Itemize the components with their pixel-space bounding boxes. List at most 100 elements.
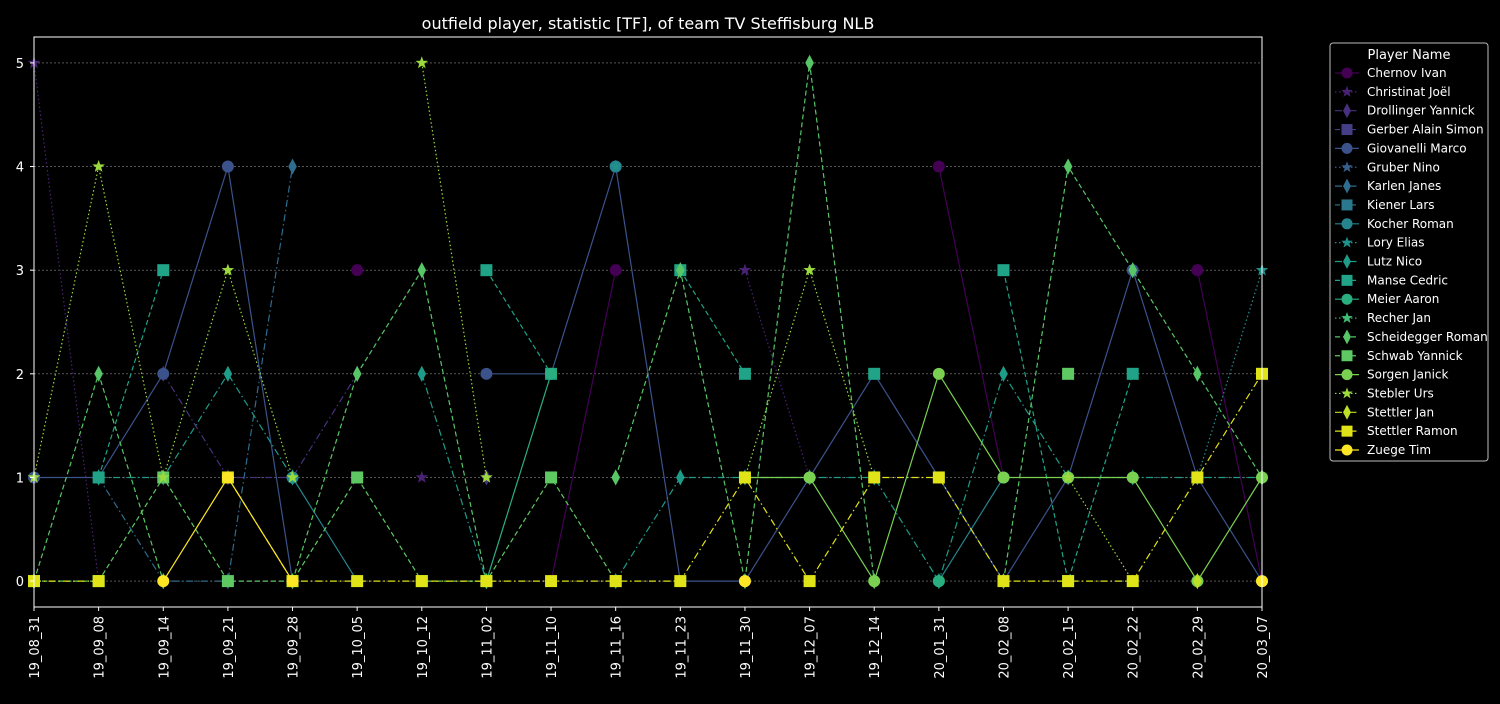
x-tick-label: 20_02_22	[1127, 616, 1142, 679]
data-point	[1191, 471, 1204, 484]
data-point	[286, 575, 299, 588]
data-point	[351, 471, 364, 484]
x-tick-label: 19_09_08	[93, 616, 108, 679]
data-point	[1341, 369, 1353, 381]
legend-label: Scheidegger Roman	[1367, 330, 1488, 344]
grid-layer	[34, 62, 1262, 582]
data-point	[480, 264, 493, 277]
series	[27, 56, 816, 587]
legend-label: Meier Aaron	[1367, 292, 1439, 306]
legend-label: Kiener Lars	[1367, 198, 1435, 212]
data-point	[1061, 470, 1075, 483]
data-point	[223, 365, 233, 382]
series-line	[1196, 270, 1263, 582]
series-line	[615, 62, 875, 582]
legend-label: Zuege Tim	[1367, 443, 1431, 457]
legend-label: Giovanelli Marco	[1367, 141, 1467, 155]
series-line	[98, 372, 294, 479]
data-point	[1191, 264, 1204, 277]
data-point	[1343, 254, 1351, 269]
x-tick-label: 19_08_31	[28, 616, 43, 679]
data-point	[1193, 572, 1202, 590]
series-line	[162, 373, 358, 479]
data-point	[1341, 85, 1353, 97]
data-point	[868, 575, 881, 588]
data-point	[157, 575, 170, 588]
legend-label: Lory Elias	[1367, 236, 1425, 250]
data-point	[611, 469, 621, 486]
data-point	[94, 365, 103, 382]
legend-label: Manse Cedric	[1367, 273, 1448, 287]
data-point	[1193, 365, 1202, 382]
y-tick-label: 2	[16, 368, 24, 383]
x-tick-label: 19_11_10	[545, 616, 560, 679]
data-point	[1341, 142, 1353, 154]
x-tick-label: 19_09_21	[222, 616, 237, 679]
x-tick-label: 19_11_02	[480, 616, 495, 679]
data-point	[1341, 67, 1353, 79]
data-point	[1343, 178, 1351, 194]
legend-label: Kocher Roman	[1367, 217, 1454, 231]
data-point	[997, 471, 1010, 484]
data-point	[1341, 425, 1353, 437]
data-point	[609, 575, 622, 588]
data-point	[1341, 444, 1353, 456]
y-tick-label: 4	[16, 161, 24, 176]
data-point	[997, 575, 1010, 588]
data-point	[738, 263, 752, 276]
x-tick-label: 19_09_28	[287, 616, 302, 679]
data-point	[1341, 350, 1353, 362]
data-point	[932, 367, 945, 380]
series	[158, 365, 491, 486]
data-point	[415, 470, 429, 483]
series-line	[485, 373, 552, 582]
series-line	[1067, 477, 1134, 582]
legend-label: Stebler Urs	[1367, 386, 1434, 400]
data-point	[480, 470, 493, 483]
legend-label: Gerber Alain Simon	[1367, 123, 1484, 137]
x-tick-label: 20_02_08	[997, 616, 1012, 679]
legend-label: Drollinger Yannick	[1367, 104, 1475, 118]
data-point	[221, 263, 235, 276]
series	[92, 264, 1139, 588]
data-point	[1343, 404, 1351, 420]
series-line	[485, 269, 552, 375]
data-point	[286, 470, 299, 483]
data-point	[221, 575, 234, 588]
series-line	[1196, 270, 1263, 478]
series	[609, 159, 1269, 483]
series-line	[98, 270, 164, 478]
series-line	[550, 270, 617, 582]
data-point	[1126, 367, 1139, 380]
series-line	[227, 373, 1263, 583]
legend-label: Stettler Jan	[1367, 405, 1434, 419]
series	[1193, 572, 1202, 590]
data-point	[1341, 293, 1353, 305]
data-point	[92, 471, 105, 484]
data-point	[352, 365, 362, 382]
data-point	[480, 367, 493, 380]
legend: Player Name Chernov Ivan Christinat Joël D…	[1329, 42, 1489, 462]
data-point	[1341, 312, 1353, 323]
data-point	[545, 367, 558, 380]
data-point	[92, 575, 105, 588]
data-point	[675, 469, 685, 486]
series-line	[34, 476, 617, 582]
x-tick-label: 19_10_05	[351, 616, 366, 679]
data-point	[932, 471, 945, 484]
x-tick-label: 19_10_12	[416, 616, 431, 679]
data-point	[999, 365, 1008, 382]
data-point	[738, 471, 751, 484]
data-point	[417, 365, 427, 382]
data-point	[803, 263, 816, 276]
y-tick-label: 5	[16, 57, 24, 72]
data-point	[545, 575, 558, 588]
x-tick-label: 19_12_14	[868, 616, 883, 679]
data-point	[415, 575, 428, 588]
data-point	[932, 575, 945, 588]
series-layer	[27, 54, 1269, 590]
data-point	[868, 471, 881, 484]
data-point	[1128, 262, 1138, 279]
